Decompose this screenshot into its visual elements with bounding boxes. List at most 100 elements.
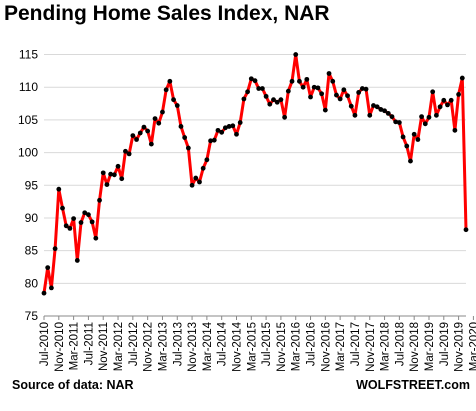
data-point <box>160 109 165 115</box>
data-point <box>352 112 358 118</box>
x-tick-label: Mar-2019 <box>424 322 436 371</box>
data-point <box>49 285 54 291</box>
x-tick-label: Mar-2012 <box>113 322 125 371</box>
data-point <box>334 92 339 98</box>
x-tick-label: Nov-2014 <box>231 321 243 371</box>
data-point <box>104 182 110 188</box>
data-point <box>437 104 443 110</box>
data-point <box>408 158 413 164</box>
y-tick-label: 115 <box>19 48 38 62</box>
data-point <box>393 119 399 125</box>
data-point <box>222 125 228 131</box>
y-tick-label: 80 <box>25 276 39 290</box>
data-point <box>463 227 469 233</box>
data-point <box>56 186 62 192</box>
x-tick-label: Mar-2017 <box>335 322 347 371</box>
data-point <box>97 197 102 203</box>
data-point <box>382 108 387 114</box>
data-point <box>82 210 88 216</box>
data-point <box>285 88 291 94</box>
data-point <box>260 86 265 91</box>
data-point <box>300 84 306 90</box>
watermark: WOLFSTREET.com <box>356 378 470 392</box>
data-point <box>441 97 447 103</box>
x-tick-label: Mar-2016 <box>291 322 303 371</box>
data-point <box>385 110 391 116</box>
x-tick-label: Jul-2011 <box>83 322 95 365</box>
data-point <box>426 114 432 120</box>
x-tick-label: Jul-2017 <box>350 322 362 366</box>
data-point <box>89 219 95 225</box>
data-point <box>71 216 77 222</box>
x-tick-label: Nov-2018 <box>409 322 421 372</box>
data-point <box>145 128 151 134</box>
data-point <box>389 114 395 120</box>
data-point <box>430 89 436 95</box>
data-point <box>252 78 258 84</box>
data-point <box>74 258 80 263</box>
data-point <box>130 133 136 138</box>
x-axis-ticks: Jul-2010 Nov-2010 Mar-2011 Jul-2011 Nov-2011… <box>39 316 476 372</box>
data-point <box>315 85 321 91</box>
data-point <box>330 78 336 84</box>
data-point <box>182 135 188 140</box>
x-tick-label: Jul-2010 <box>39 322 51 366</box>
data-point <box>371 103 376 108</box>
x-tick-label: Mar-2013 <box>157 322 169 371</box>
data-point <box>278 97 284 103</box>
x-tick-label: Jul-2019 <box>439 322 451 366</box>
data-point <box>263 93 269 99</box>
chart-title: Pending Home Sales Index, NAR <box>4 2 330 25</box>
data-point <box>348 103 354 109</box>
data-point <box>167 78 173 84</box>
x-tick-label: Jul-2013 <box>172 322 184 366</box>
data-point <box>378 107 384 112</box>
data-point <box>137 130 143 136</box>
y-tick-label: 90 <box>25 211 39 225</box>
data-point <box>67 226 73 231</box>
data-point <box>433 112 439 118</box>
data-point <box>86 212 91 218</box>
data-point <box>415 137 421 142</box>
x-tick-label: Nov-2016 <box>320 322 332 372</box>
data-point <box>293 52 299 57</box>
data-point <box>322 107 328 113</box>
data-point <box>171 97 176 103</box>
x-tick-label: Nov-2015 <box>276 322 288 372</box>
data-point <box>445 102 450 108</box>
data-point <box>256 86 262 91</box>
x-tick-label: Jul-2014 <box>217 321 229 366</box>
data-point <box>341 87 347 93</box>
data-point <box>289 78 295 84</box>
x-tick-label: Nov-2017 <box>365 322 377 372</box>
data-point <box>297 78 302 84</box>
x-tick-label: Mar-2014 <box>202 321 214 371</box>
data-point <box>456 92 461 97</box>
x-tick-label: Jul-2018 <box>394 322 406 366</box>
x-tick-label: Jul-2015 <box>261 322 273 366</box>
data-point <box>411 131 417 137</box>
y-tick-label: 110 <box>19 80 38 94</box>
data-point <box>204 157 210 163</box>
data-point <box>459 75 465 81</box>
data-point <box>267 101 273 107</box>
data-point <box>374 104 380 110</box>
data-point <box>200 165 206 171</box>
data-point <box>123 148 128 154</box>
data-point <box>189 182 195 188</box>
y-tick-label: 75 <box>25 309 39 323</box>
y-tick-label: 105 <box>18 113 38 127</box>
data-point <box>359 86 365 91</box>
data-point <box>134 137 139 142</box>
data-point <box>326 71 332 76</box>
data-point <box>208 138 213 144</box>
data-point <box>452 127 458 133</box>
data-point <box>211 137 217 143</box>
data-point <box>311 84 317 90</box>
data-point <box>282 114 288 120</box>
data-point <box>148 141 154 147</box>
x-tick-label: Nov-2019 <box>454 322 466 372</box>
x-tick-label: Mar-2018 <box>380 322 392 371</box>
data-point <box>404 143 410 149</box>
data-point <box>108 171 114 177</box>
